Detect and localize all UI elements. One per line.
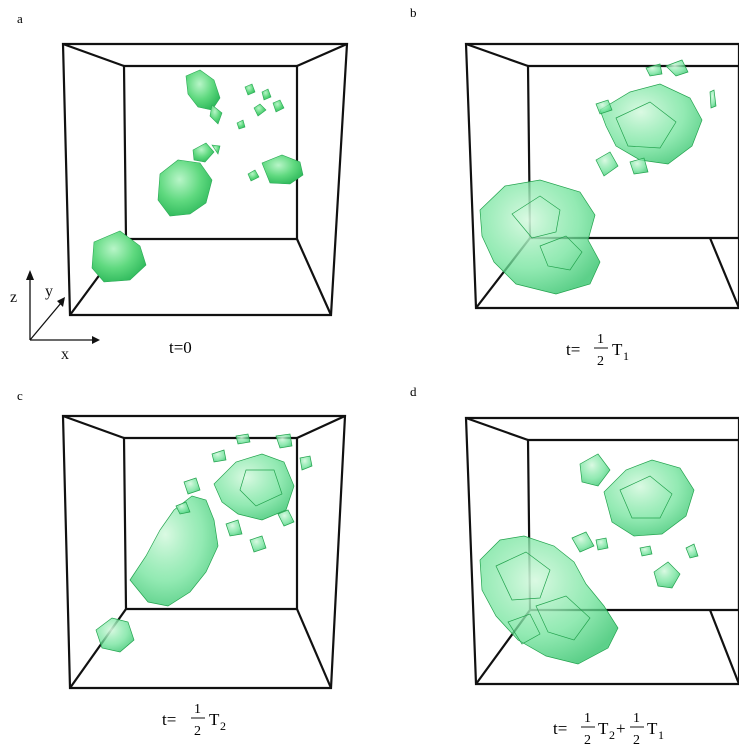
caption-a: t=0 (169, 338, 192, 357)
panel-c: c t= 1 2 T (17, 388, 345, 739)
axis-z-label: z (10, 289, 17, 306)
caption-c-num: 1 (194, 702, 201, 717)
caption-b-sub: 1 (623, 349, 629, 363)
caption-c-sym: T (209, 710, 220, 729)
panel-d: d t= 1 2 T 2 (410, 384, 739, 748)
caption-d-sub1: 2 (609, 728, 615, 742)
isosurface-blobs-d (480, 454, 698, 664)
caption-b-sym: T (612, 340, 623, 359)
caption-b: t= 1 2 T 1 (566, 332, 629, 369)
caption-d-sym1: T (598, 719, 609, 738)
caption-d-sub2: 1 (658, 728, 664, 742)
panel-letter-a: a (17, 11, 23, 26)
caption-c-den: 2 (194, 724, 201, 739)
caption-d-den1: 2 (584, 733, 591, 748)
axes-indicator: x y z (10, 270, 100, 363)
caption-b-num: 1 (597, 332, 604, 347)
caption-c-prefix: t= (162, 710, 176, 729)
panel-a: a (10, 11, 347, 363)
caption-d-prefix: t= (553, 719, 567, 738)
panel-letter-b: b (410, 5, 417, 20)
axis-y-label: y (45, 283, 53, 300)
caption-d-joiner: + (616, 719, 626, 738)
caption-d-sym2: T (647, 719, 658, 738)
isosurface-blobs-b (480, 60, 716, 294)
isosurface-blobs-c (96, 434, 312, 652)
panel-b: b t= 1 2 T 1 (410, 5, 739, 369)
panel-letter-d: d (410, 384, 417, 399)
caption-d: t= 1 2 T 2 + 1 2 T 1 (553, 711, 664, 748)
caption-d-num2: 1 (633, 711, 640, 726)
caption-d-den2: 2 (633, 733, 640, 748)
caption-b-den: 2 (597, 354, 604, 369)
axis-x-label: x (61, 346, 69, 363)
panel-letter-c: c (17, 388, 23, 403)
caption-b-prefix: t= (566, 340, 580, 359)
caption-c-sub: 2 (220, 719, 226, 733)
caption-d-num1: 1 (584, 711, 591, 726)
caption-c: t= 1 2 T 2 (162, 702, 226, 739)
